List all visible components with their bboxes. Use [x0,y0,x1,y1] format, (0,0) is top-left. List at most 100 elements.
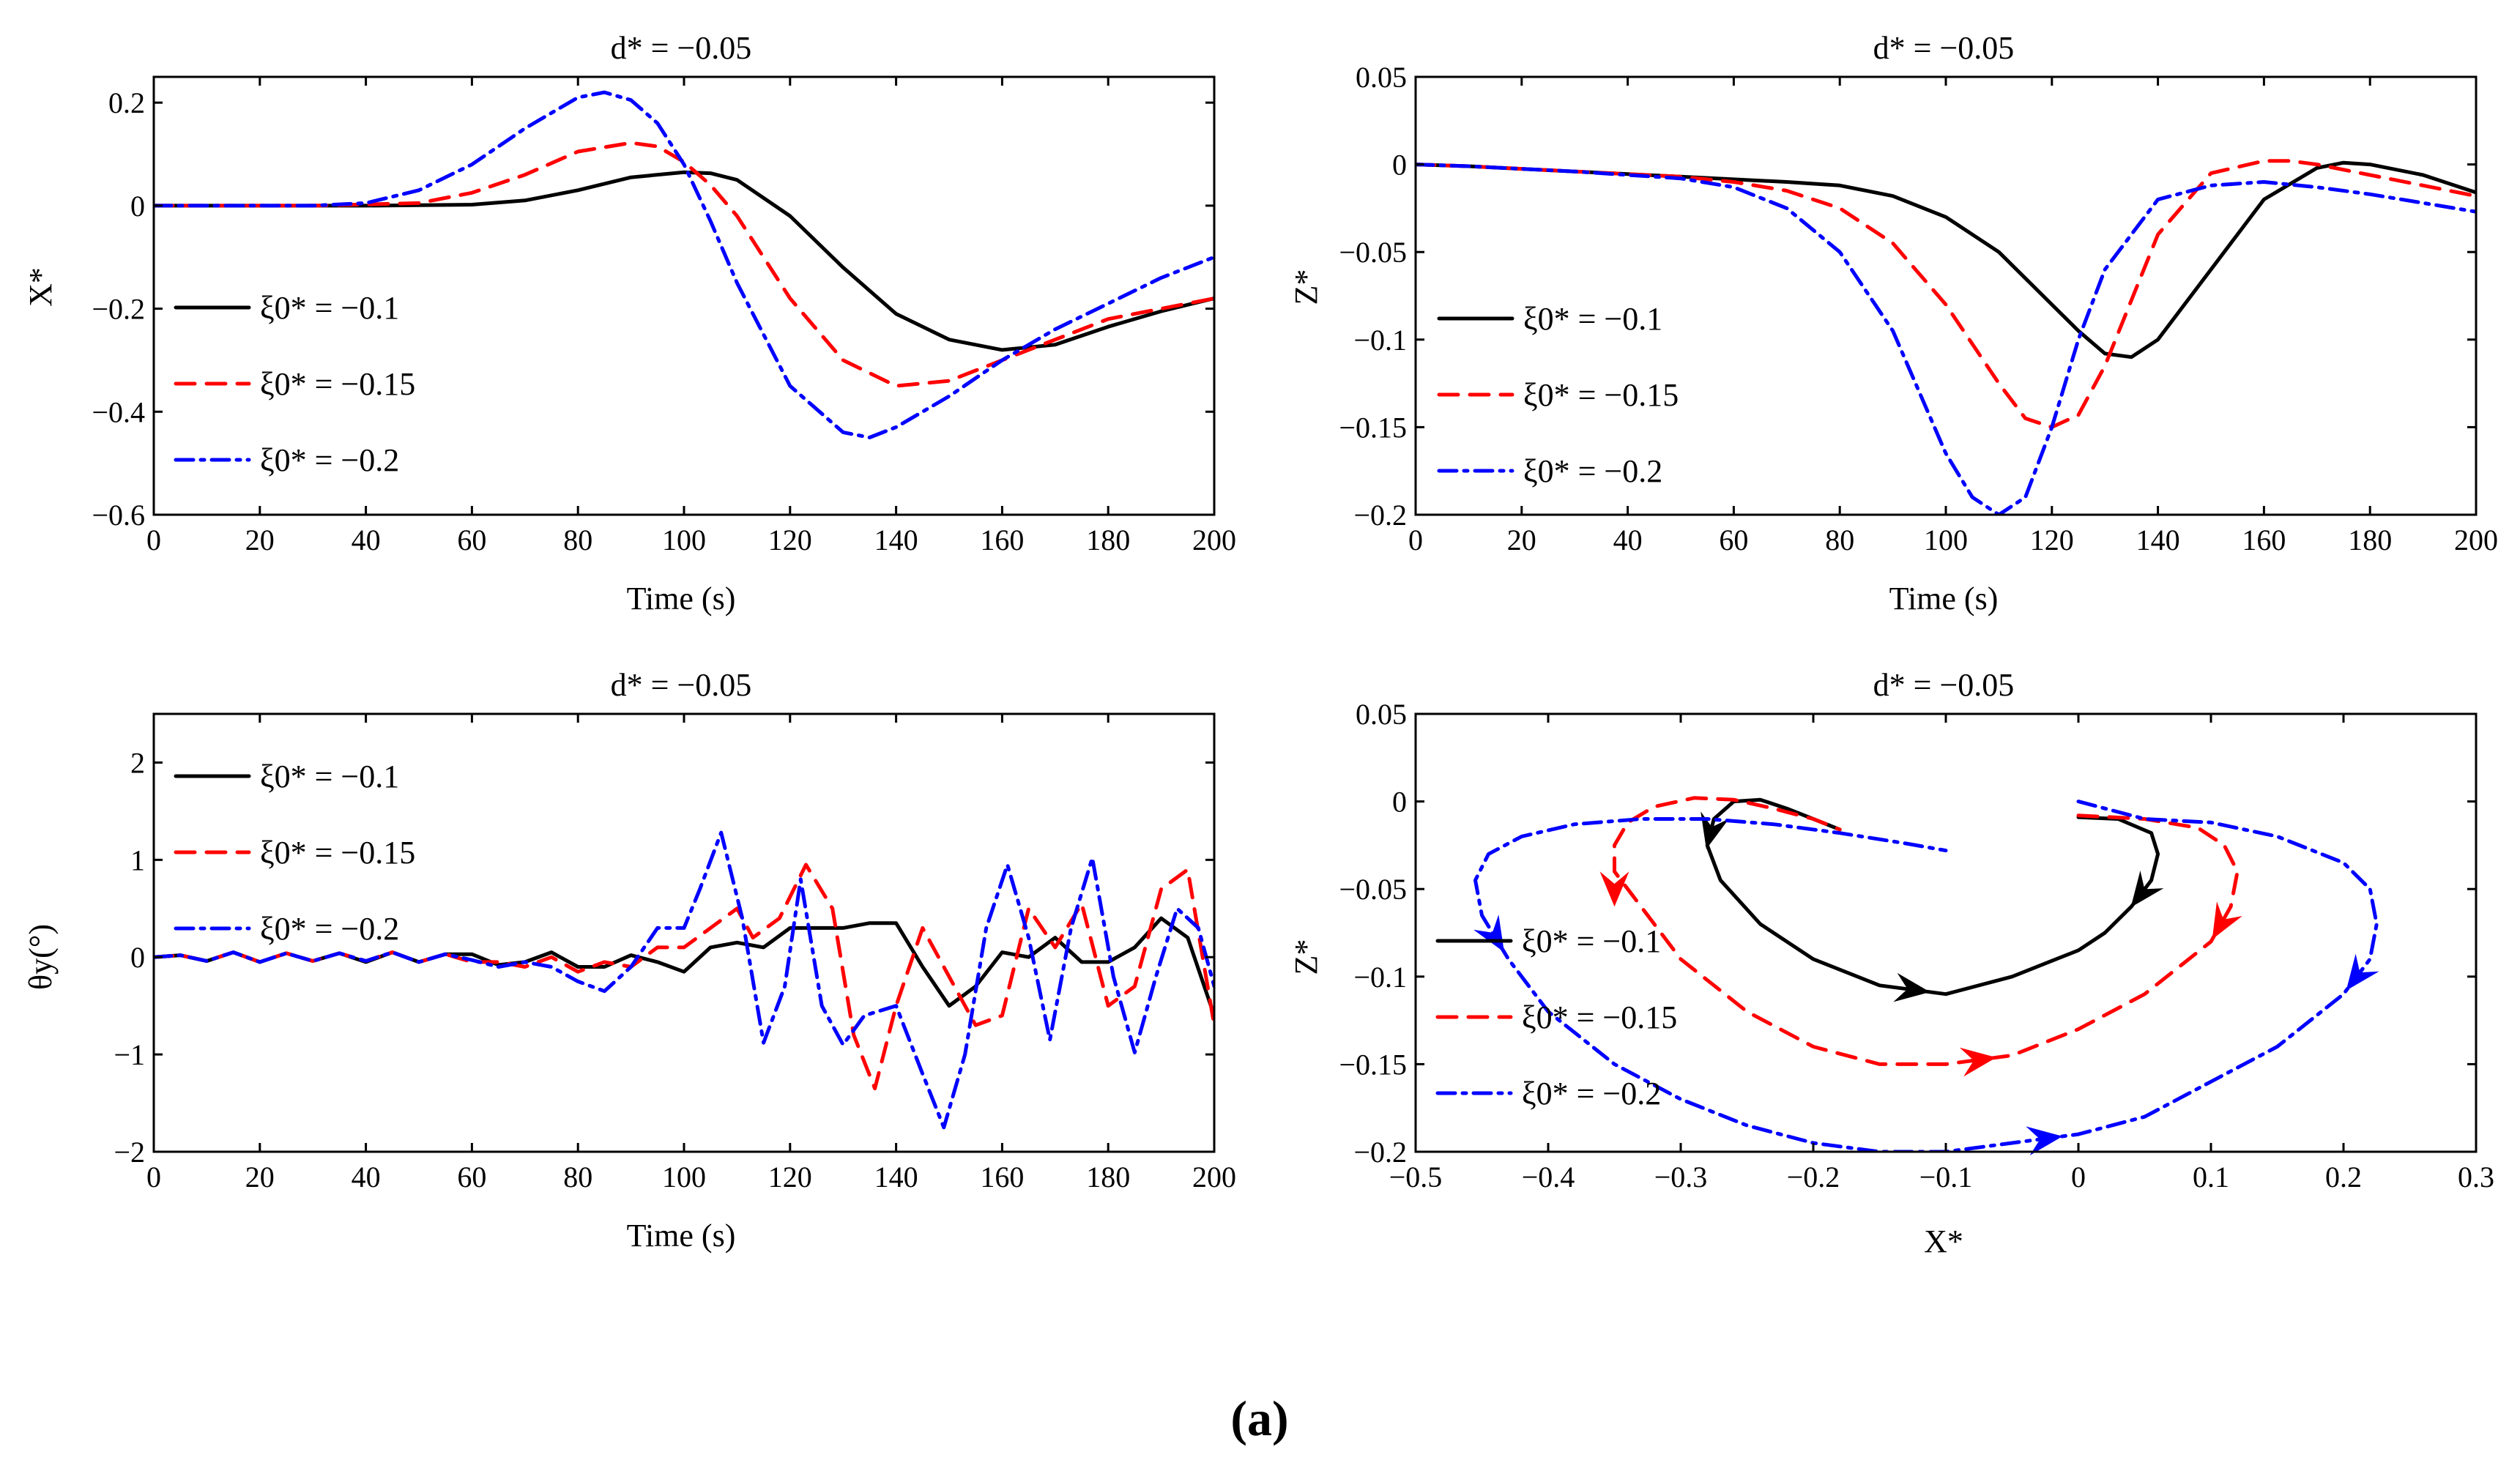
chart-title: d* = −0.05 [1873,667,2015,703]
y-tick-label: −0.1 [1353,324,1407,357]
x-tick-label: 60 [457,524,486,556]
direction-arrow [1959,1047,1996,1077]
chart-z-vs-time: d* = −0.05 Time (s) Z* 0 20 40 60 80 100 120 14… [1288,30,2498,617]
series-line-1 [1705,797,2160,997]
series-line-1 [1416,160,2476,360]
direction-arrow [2026,1126,2063,1155]
legend-label: ξ0* = −0.15 [260,366,415,402]
series-line-3 [154,90,1214,439]
x-tick-label: 120 [2030,524,2074,556]
x-tick-label: 80 [1825,524,1854,556]
direction-arrow [2346,953,2379,991]
x-tick-label: 0 [2071,1161,2086,1193]
y-tick-label: 0 [130,190,145,223]
legend-label: ξ0* = −0.2 [1522,1076,1661,1111]
x-tick-label: 160 [2242,524,2286,556]
y-tick-label: −0.6 [92,499,145,532]
y-tick-label: −0.05 [1339,873,1407,906]
series-line-1 [154,170,1214,352]
legend-label: ξ0* = −0.2 [1523,453,1662,489]
series-line-2 [1416,159,2476,429]
y-tick-label: 0.05 [1356,698,1407,731]
chart-title: d* = −0.05 [611,667,752,703]
y-axis-label: θy(°) [23,924,59,990]
chart-z-vs-x: d* = −0.05 X* Z* −0.5 −0.4 −0.3 −0.2 −0.1 0 0.… [1288,667,2494,1259]
y-tick-label: 0 [1392,149,1407,182]
y-tick-label: −0.2 [1353,499,1407,532]
chart-theta-vs-time: d* = −0.05 Time (s) θy(°) 0 20 40 60 80 100 12… [23,667,1236,1254]
x-tick-label: 20 [1507,524,1536,556]
x-tick-label: 100 [662,524,706,556]
figure-caption: (a) [1230,1390,1288,1446]
legend-label: ξ0* = −0.15 [1522,999,1677,1035]
y-tick-label: 0 [1392,786,1407,819]
x-tick-label: 140 [2136,524,2180,556]
x-tick-label: 0.1 [2193,1161,2229,1193]
x-tick-label: 40 [352,1161,381,1193]
x-tick-label: 200 [1192,524,1236,556]
x-tick-label: 80 [563,1161,592,1193]
x-tick-label: 200 [2454,524,2498,556]
x-tick-label: 140 [874,1161,918,1193]
direction-arrow [1473,915,1504,953]
x-tick-label: −0.4 [1522,1161,1575,1193]
x-tick-label: 140 [874,524,918,556]
direction-arrow [1893,972,1930,1002]
y-tick-label: 0.05 [1356,61,1407,94]
y-axis-label: Z* [1288,269,1324,305]
x-tick-label: 180 [1086,524,1130,556]
y-tick-label: 1 [130,843,145,876]
x-axis-label: Time (s) [627,581,736,617]
x-tick-label: 0 [146,524,161,556]
x-tick-label: 0.2 [2325,1161,2362,1193]
legend-label: ξ0* = −0.1 [1522,923,1661,959]
x-tick-label: 180 [1086,1161,1130,1193]
legend-label: ξ0* = −0.1 [1523,301,1662,337]
x-tick-label: 100 [1924,524,1968,556]
x-tick-label: 80 [563,524,592,556]
x-tick-label: 160 [980,1161,1024,1193]
y-tick-label: −2 [114,1136,145,1169]
x-tick-label: 40 [1613,524,1643,556]
x-tick-label: 120 [768,524,812,556]
x-tick-label: 20 [245,1161,275,1193]
chart-x-vs-time: d* = −0.05 Time (s) X* 0 20 40 60 80 100 120 14… [23,30,1236,617]
y-axis-label: Z* [1288,939,1324,975]
y-tick-label: −0.2 [1353,1136,1407,1169]
direction-arrow [1701,811,1729,849]
series-line-3 [154,830,1214,1130]
x-tick-label: −0.1 [1919,1161,1973,1193]
y-tick-label: −0.15 [1339,1048,1407,1081]
legend-label: ξ0* = −0.15 [1523,377,1679,413]
x-tick-label: 0.3 [2458,1161,2494,1193]
legend-label: ξ0* = −0.15 [260,835,415,871]
direction-arrow [2212,901,2242,939]
x-tick-label: 20 [245,524,275,556]
chart-title: d* = −0.05 [1873,30,2015,66]
plot-frame [1414,75,2478,516]
x-tick-label: 100 [662,1161,706,1193]
series-line-2 [154,863,1214,1091]
legend-label: ξ0* = −0.2 [260,911,399,947]
x-tick-label: −0.5 [1389,1161,1443,1193]
series-line-3 [1416,163,2476,515]
x-tick-label: 40 [352,524,381,556]
legend-label: ξ0* = −0.2 [260,442,399,478]
x-tick-label: 120 [768,1161,812,1193]
direction-arrow [1599,871,1629,907]
legend-label: ξ0* = −0.1 [260,759,399,794]
x-tick-label: 160 [980,524,1024,556]
y-tick-label: −0.05 [1339,236,1407,269]
y-axis-label: X* [23,267,59,307]
y-tick-label: −0.4 [92,395,145,428]
x-tick-label: −0.2 [1787,1161,1840,1193]
x-axis-label: X* [1924,1224,1963,1259]
y-tick-label: 0 [130,941,145,974]
series-line-2 [1613,796,2240,1066]
x-axis-label: Time (s) [627,1218,736,1254]
legend-label: ξ0* = −0.1 [260,290,399,326]
y-tick-label: 0.2 [108,86,145,119]
x-tick-label: 200 [1192,1161,1236,1193]
y-tick-label: −0.1 [1353,961,1407,994]
